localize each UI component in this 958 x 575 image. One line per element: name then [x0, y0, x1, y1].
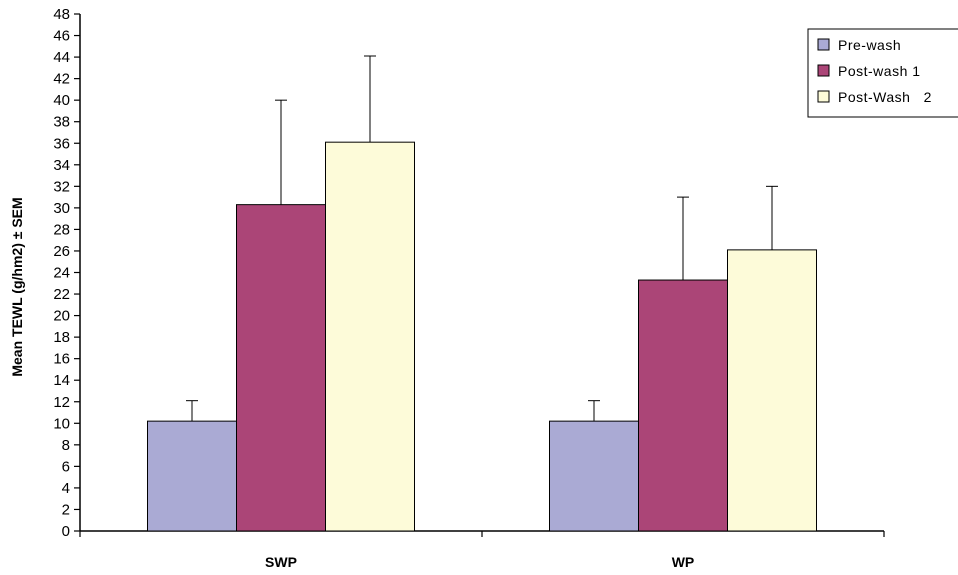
y-tick-label: 14: [53, 372, 70, 389]
y-tick-label: 30: [53, 200, 70, 217]
plot-area: 0246810121416182022242628303234363840424…: [53, 6, 885, 570]
y-axis-title: Mean TEWL (g/hm2) ± SEM: [9, 197, 25, 376]
y-tick-label: 32: [53, 178, 70, 195]
legend-swatch: [817, 38, 830, 51]
bar: [638, 279, 728, 532]
legend-label: Post-Wash 2: [838, 89, 932, 105]
bar: [549, 420, 639, 532]
x-category-label: WP: [672, 554, 695, 570]
y-tick-label: 42: [53, 71, 70, 88]
y-tick-label: 46: [53, 28, 70, 45]
y-tick-label: 16: [53, 351, 70, 368]
bar: [325, 141, 415, 532]
y-tick-label: 48: [53, 6, 70, 23]
legend-swatch: [817, 90, 830, 103]
y-tick-label: 40: [53, 92, 70, 109]
y-tick-label: 34: [53, 157, 70, 174]
bar: [236, 204, 326, 532]
y-tick-label: 20: [53, 308, 70, 325]
y-tick-label: 8: [62, 437, 70, 454]
legend-box: [807, 28, 958, 118]
y-tick-label: 18: [53, 329, 70, 346]
bar: [727, 249, 817, 532]
y-tick-label: 4: [62, 480, 70, 497]
y-tick-label: 28: [53, 221, 70, 238]
legend-label: Pre-wash: [838, 37, 901, 53]
y-tick-label: 44: [53, 49, 70, 66]
y-tick-label: 10: [53, 415, 70, 432]
y-tick-label: 2: [62, 501, 70, 518]
y-tick-label: 0: [62, 523, 70, 540]
x-category-label: SWP: [265, 554, 297, 570]
y-tick-label: 36: [53, 135, 70, 152]
legend: Pre-wash Post-wash 1 Post-Wash 2: [807, 28, 958, 118]
y-tick-label: 38: [53, 114, 70, 131]
legend-swatch: [817, 64, 830, 77]
y-tick-label: 12: [53, 394, 70, 411]
y-tick-label: 24: [53, 265, 70, 282]
legend-label: Post-wash 1: [838, 63, 921, 79]
y-tick-label: 6: [62, 458, 70, 475]
y-tick-label: 22: [53, 286, 70, 303]
y-tick-label: 26: [53, 243, 70, 260]
bar: [147, 420, 237, 532]
